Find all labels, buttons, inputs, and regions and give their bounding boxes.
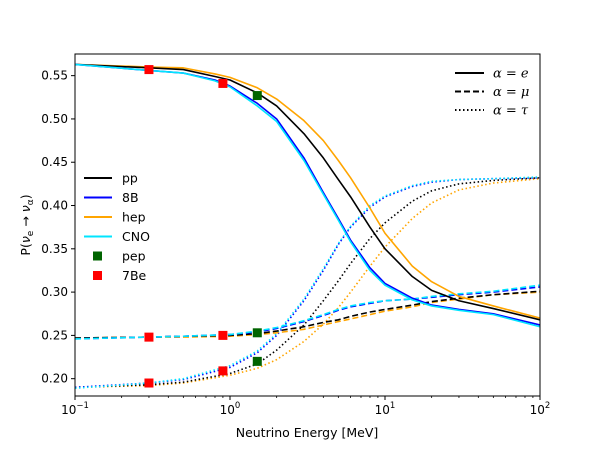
x-tick-label: 100 [220, 401, 241, 417]
curves-layer [75, 63, 540, 390]
legend-label-7Be: 7Be [122, 268, 147, 283]
x-tick-label: 101 [375, 401, 396, 417]
legend-label-alpha-solid: α = e [493, 67, 529, 82]
legend-label-pp: pp [122, 171, 138, 186]
y-axis-label: P(νe → να) [18, 194, 36, 255]
x-tick-label: 102 [530, 401, 551, 417]
curve-CNO-mu [75, 284, 540, 340]
legend-label-alpha-dotted: α = τ [493, 104, 529, 119]
y-tick-label: 0.30 [41, 285, 68, 299]
y-tick-label: 0.40 [41, 199, 68, 213]
curve-hep-e [75, 63, 540, 319]
y-tick-label: 0.55 [41, 69, 68, 83]
curve-CNO-tau [75, 176, 540, 390]
legend-label-hep: hep [122, 210, 146, 225]
legend-label-8B: 8B [122, 190, 139, 205]
y-tick-label: 0.50 [41, 112, 68, 126]
legend-swatch-7Be [93, 271, 102, 280]
marker-pep-7 [252, 328, 262, 338]
y-tick-label: 0.25 [41, 328, 68, 342]
curve-hep-mu [75, 291, 540, 339]
curve-pp-tau [75, 177, 540, 389]
markers-layer [144, 65, 262, 388]
svg-text:P(νe → να): P(νe → να) [18, 194, 36, 255]
legend-label-pep: pep [122, 249, 146, 264]
marker-7Be-2 [144, 378, 154, 388]
marker-7Be-1 [144, 332, 154, 342]
x-tick-label: 10−1 [61, 401, 89, 417]
marker-pep-6 [252, 91, 262, 101]
marker-7Be-5 [218, 366, 228, 376]
y-tick-label: 0.35 [41, 242, 68, 256]
marker-7Be-4 [218, 330, 228, 340]
curve-CNO-e [75, 63, 540, 328]
legend-label-CNO: CNO [122, 229, 150, 244]
legend-swatch-pep [93, 251, 102, 261]
y-tick-label: 0.20 [41, 372, 68, 386]
marker-pep-8 [252, 356, 262, 366]
plot-frame [74, 53, 541, 397]
curve-hep-tau [75, 177, 540, 389]
axes-layer: 10−1 100 101 102 0.20 0.25 0.30 0.35 0.40 0.45 0.5… [41, 69, 550, 417]
x-axis-label: Neutrino Energy [MeV] [236, 425, 379, 440]
marker-7Be-3 [218, 78, 228, 88]
curve-pp-e [75, 63, 540, 321]
flavor-legend: α = e α = μ α = τ [455, 67, 529, 119]
source-legend: pp 8B hep CNO pep 7Be [84, 171, 150, 283]
legend-label-alpha-dashed: α = μ [493, 85, 529, 100]
marker-7Be-0 [144, 65, 154, 75]
y-tick-label: 0.45 [41, 155, 68, 169]
plot-background [75, 54, 540, 396]
